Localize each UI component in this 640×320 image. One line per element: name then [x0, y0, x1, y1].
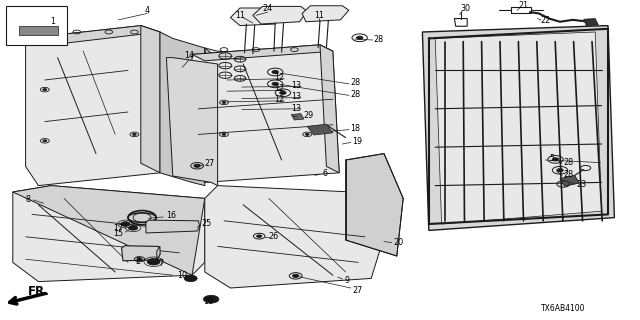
Text: 9: 9 — [344, 276, 349, 285]
Polygon shape — [302, 6, 349, 22]
Polygon shape — [141, 26, 160, 173]
Text: 28: 28 — [350, 90, 360, 99]
Text: 25: 25 — [201, 220, 211, 228]
Text: 8: 8 — [26, 196, 31, 204]
Circle shape — [557, 169, 563, 172]
Circle shape — [121, 222, 130, 226]
Text: 28: 28 — [350, 78, 360, 87]
Polygon shape — [584, 19, 598, 26]
Polygon shape — [13, 186, 205, 282]
Polygon shape — [253, 6, 307, 24]
Text: 11: 11 — [314, 11, 324, 20]
Polygon shape — [560, 175, 579, 186]
Polygon shape — [205, 48, 333, 154]
Polygon shape — [166, 58, 218, 186]
Text: 29: 29 — [303, 111, 314, 120]
Text: 15: 15 — [113, 229, 124, 238]
Circle shape — [280, 91, 286, 94]
Polygon shape — [422, 26, 614, 230]
Text: 26: 26 — [269, 232, 279, 241]
Text: 21: 21 — [518, 1, 529, 10]
Text: 30: 30 — [461, 4, 471, 13]
Text: 10: 10 — [177, 271, 188, 280]
Polygon shape — [160, 32, 205, 186]
Polygon shape — [19, 26, 58, 35]
Text: 23: 23 — [576, 180, 586, 189]
Text: 12: 12 — [274, 73, 284, 82]
Polygon shape — [26, 26, 160, 45]
Circle shape — [292, 274, 299, 277]
Text: 24: 24 — [262, 4, 273, 13]
Polygon shape — [192, 45, 339, 182]
Text: 18: 18 — [350, 124, 360, 133]
Text: 4: 4 — [145, 6, 150, 15]
Text: 19: 19 — [352, 137, 362, 146]
Text: 16: 16 — [166, 211, 177, 220]
Text: 27: 27 — [352, 286, 362, 295]
Circle shape — [194, 164, 200, 167]
Text: 6: 6 — [323, 169, 328, 178]
Polygon shape — [26, 26, 160, 186]
Polygon shape — [157, 246, 160, 260]
Circle shape — [257, 235, 262, 237]
Polygon shape — [13, 186, 205, 275]
Text: 11: 11 — [235, 11, 245, 20]
FancyBboxPatch shape — [6, 6, 67, 45]
Circle shape — [43, 140, 47, 142]
Polygon shape — [192, 45, 333, 61]
Circle shape — [184, 275, 197, 282]
Text: 17: 17 — [113, 224, 124, 233]
Text: 13: 13 — [291, 104, 301, 113]
Text: 20: 20 — [393, 238, 403, 247]
Polygon shape — [230, 8, 282, 26]
Polygon shape — [307, 124, 333, 135]
Text: 2: 2 — [135, 257, 140, 266]
Polygon shape — [122, 246, 160, 261]
Polygon shape — [435, 32, 602, 224]
Text: 27: 27 — [205, 159, 215, 168]
Circle shape — [137, 258, 142, 260]
Text: 28: 28 — [563, 158, 573, 167]
Polygon shape — [205, 186, 384, 288]
Polygon shape — [205, 48, 333, 154]
Text: 13: 13 — [291, 81, 301, 90]
Text: FR.: FR. — [28, 285, 49, 298]
Circle shape — [222, 101, 226, 103]
Text: 12: 12 — [274, 84, 284, 93]
Text: 13: 13 — [291, 92, 301, 101]
Circle shape — [356, 36, 363, 39]
Circle shape — [222, 133, 226, 135]
Text: TX6AB4100: TX6AB4100 — [541, 304, 586, 313]
Circle shape — [129, 226, 138, 230]
Circle shape — [43, 89, 47, 91]
Circle shape — [147, 259, 160, 265]
Text: 28: 28 — [563, 170, 573, 179]
Text: 5: 5 — [549, 154, 554, 163]
Text: 14: 14 — [184, 52, 194, 60]
Text: 22: 22 — [540, 16, 550, 25]
Circle shape — [305, 133, 309, 135]
Circle shape — [204, 295, 219, 303]
Circle shape — [552, 158, 559, 161]
Polygon shape — [320, 45, 339, 173]
Polygon shape — [346, 154, 403, 256]
Circle shape — [132, 133, 136, 135]
Polygon shape — [291, 114, 304, 120]
Circle shape — [272, 82, 278, 85]
Polygon shape — [146, 220, 200, 233]
Text: 12: 12 — [274, 95, 284, 104]
Text: 10: 10 — [203, 297, 213, 306]
Text: 28: 28 — [374, 36, 384, 44]
Text: 7: 7 — [159, 260, 164, 268]
Text: 1: 1 — [50, 17, 55, 26]
Circle shape — [272, 70, 278, 74]
